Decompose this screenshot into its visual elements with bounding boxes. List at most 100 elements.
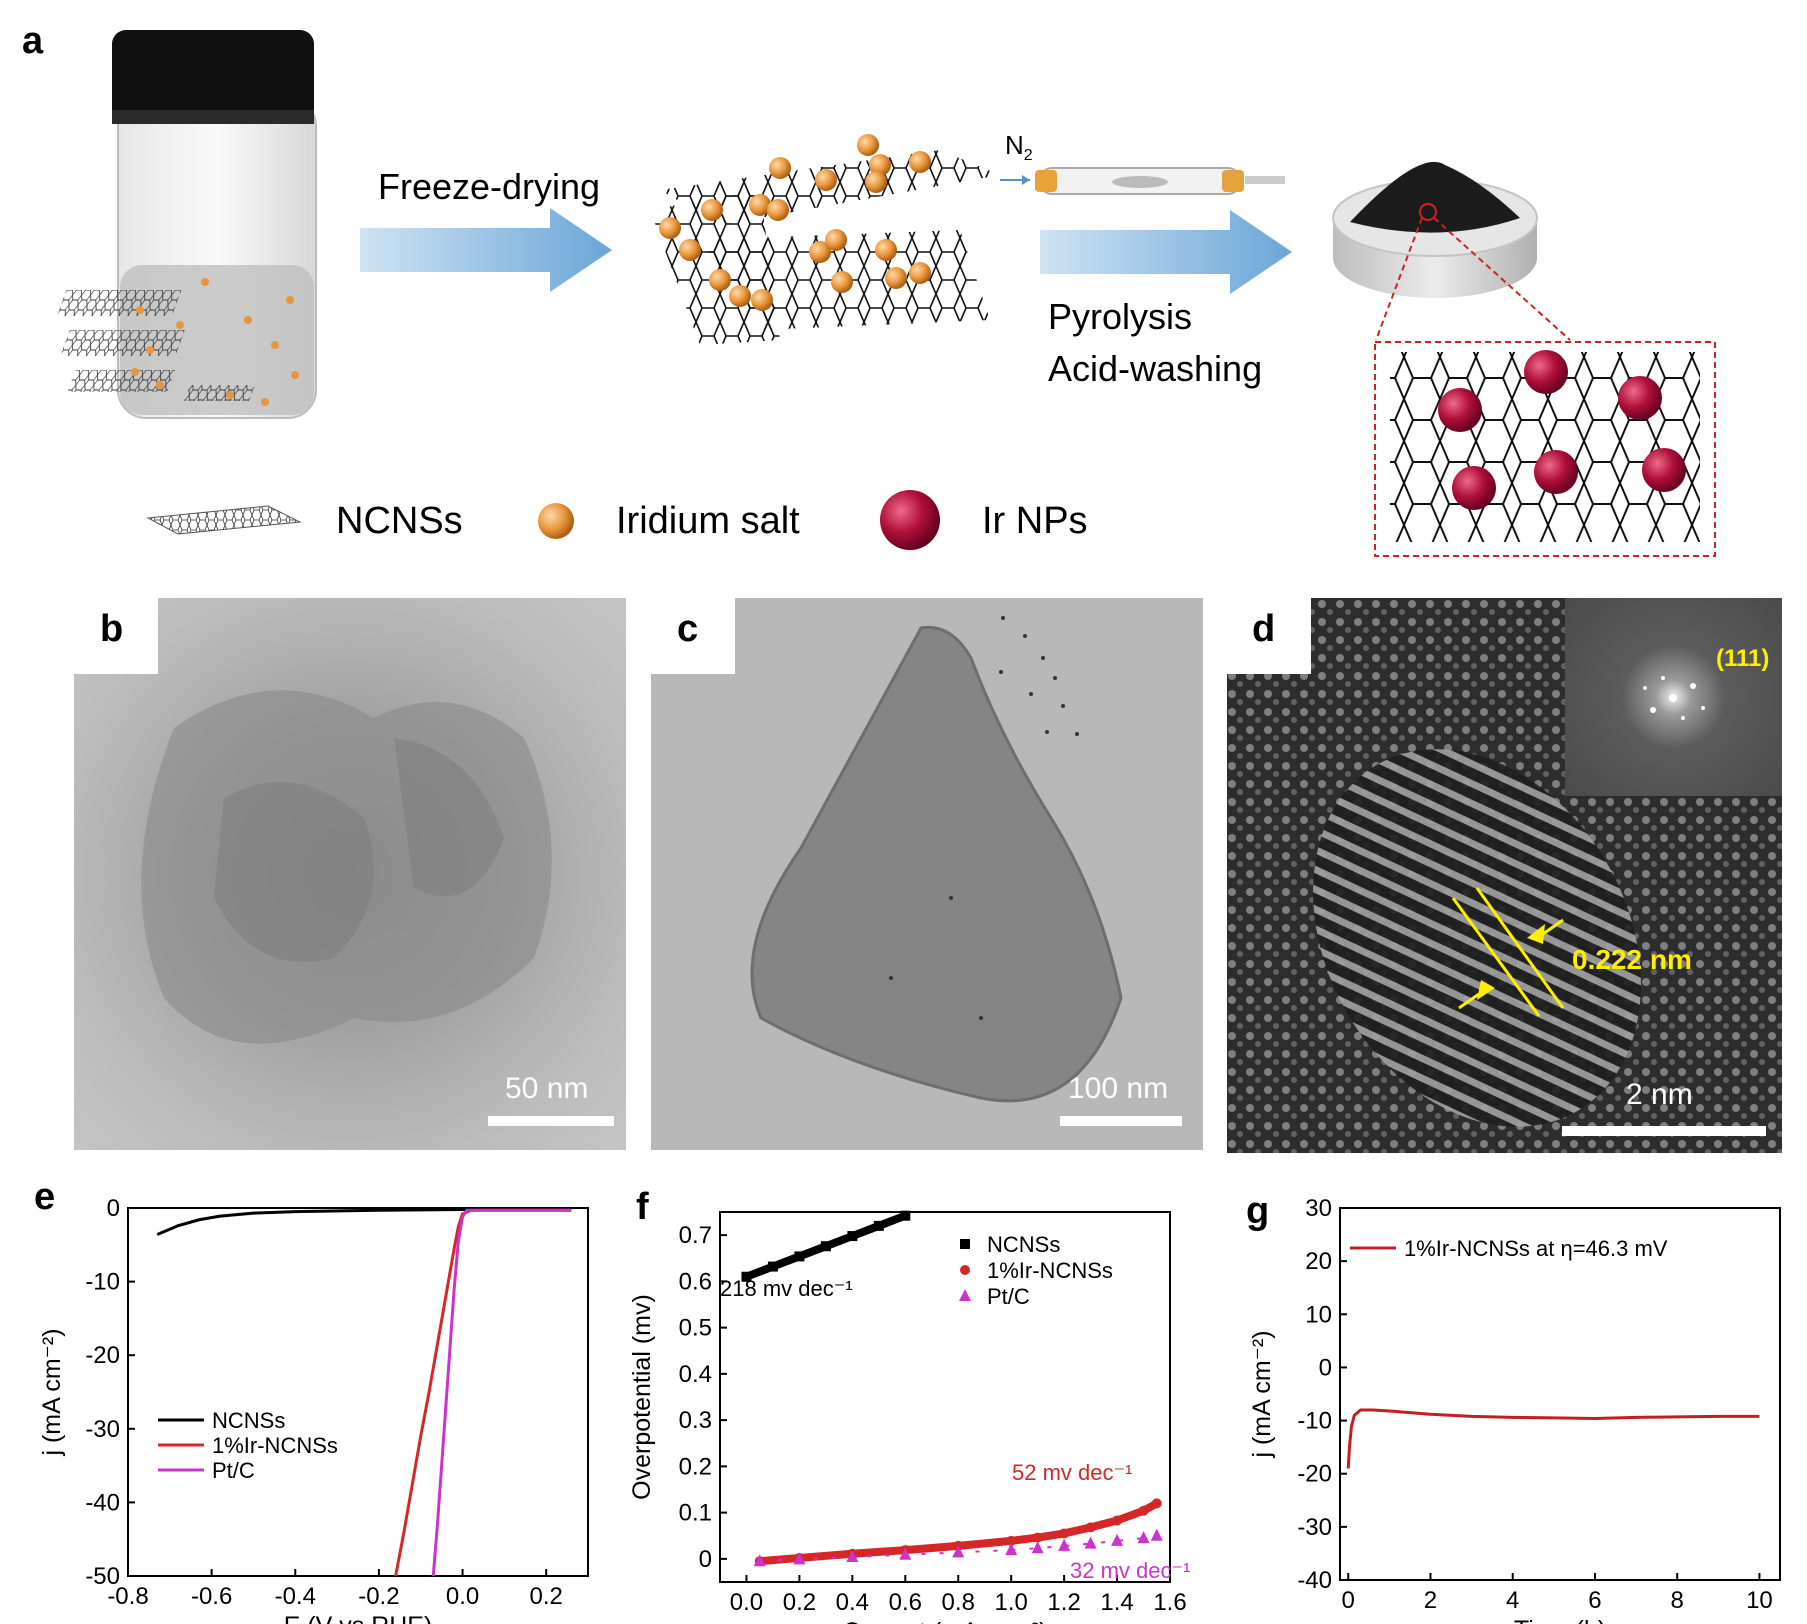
y-axis-label: Overpotential (mv) [628,1294,656,1500]
series-trace [759,1499,1159,1566]
data-point [1084,1536,1097,1549]
gas-symbol: N [1005,130,1024,160]
x-tick-label: 0.8 [942,1589,975,1616]
panel-label-box-d [1227,598,1311,674]
x-tick-label: -0.6 [191,1583,232,1610]
x-tick-label: 0.2 [783,1589,816,1616]
zoom-inset [1374,217,1716,557]
y-tick-label: 0.7 [679,1222,712,1249]
y-axis-label: j (mA cm⁻²) [1248,1330,1276,1458]
tem-image-b [74,598,626,1150]
panel-label-f: f [636,1186,649,1228]
y-tick-label: -10 [85,1269,120,1296]
series-line [394,1208,572,1577]
x-tick-label: 6 [1588,1587,1601,1614]
x-tick-label: 0.0 [730,1589,763,1616]
scale-label-d: 2 nm [1626,1078,1693,1111]
slope-annotation: 32 mv dec⁻¹ [1070,1558,1190,1583]
x-tick-label: 8 [1671,1587,1684,1614]
legend-label: Pt/C [212,1458,255,1483]
x-axis-label: Current (mA cm⁻²) [843,1618,1048,1624]
y-tick-label: 10 [1305,1301,1332,1328]
series-trace [759,1534,1157,1563]
y-tick-label: -30 [1297,1514,1332,1541]
legend-label: 1%Ir-NCNSs [987,1258,1113,1283]
y-tick-label: 20 [1305,1248,1332,1275]
x-tick-label: -0.4 [275,1583,316,1610]
chart-e: -0.8 -0.6 -0.4 -0.2 0.0 0.2 0 -10 -20 -30 -40 -50 E … [38,1195,589,1624]
graphene-with-salt [650,134,1000,345]
gas-label: N2 [1005,130,1033,165]
legend-marker [960,1265,970,1275]
panel-label-b: b [100,608,124,650]
x-tick-label: 10 [1746,1587,1773,1614]
y-tick-label: 30 [1305,1195,1332,1222]
plot-frame [1339,1207,1781,1581]
y-tick-label: 0.3 [679,1407,712,1434]
y-tick-label: -40 [1297,1567,1332,1594]
series-trace [745,1211,907,1281]
y-tick-label: -20 [1297,1461,1332,1488]
x-axis-label: E (V vs.RHE) [284,1612,433,1624]
plot-frame [719,1211,1171,1583]
y-tick-label: -40 [85,1489,120,1516]
x-tick-label: 0.0 [446,1583,479,1610]
vial-illustration [56,30,317,419]
x-tick-label: 1.2 [1047,1589,1080,1616]
panel-label-box-c [651,598,735,674]
x-tick-label: -0.8 [107,1583,148,1610]
y-tick-label: 0 [107,1195,120,1222]
y-tick-label: -50 [85,1563,120,1590]
x-tick-label: 1.6 [1153,1589,1186,1616]
scale-bar-c [1060,1116,1182,1126]
fft-inset-d [1565,598,1782,796]
x-tick-label: -0.2 [358,1583,399,1610]
x-tick-label: 2 [1424,1587,1437,1614]
legend-label: NCNSs [987,1232,1060,1257]
scale-bar-b [488,1116,614,1126]
y-tick-label: 0.2 [679,1453,712,1480]
y-tick-label: 0.1 [679,1500,712,1527]
series-line [1346,1408,1760,1469]
step1-label: Freeze-drying [378,166,601,207]
y-tick-label: -10 [1297,1408,1332,1435]
x-tick-label: 1.0 [994,1589,1027,1616]
y-tick-label: 0.4 [679,1361,712,1388]
x-tick-label: 0.6 [889,1589,922,1616]
slope-annotation: 218 mv dec⁻¹ [720,1276,853,1301]
dish-with-powder [1332,161,1538,298]
legend-nps-label: Ir NPs [982,500,1088,542]
legend-label: 1%Ir-NCNSs at η=46.3 mV [1404,1236,1668,1261]
panel-label-a: a [22,20,44,62]
scale-bar-d [1562,1126,1766,1136]
legend-marker [960,1239,970,1249]
panel-label-g: g [1246,1190,1270,1232]
gas-subscript: 2 [1023,147,1033,165]
fft-label: (111) [1716,645,1770,672]
furnace-tube-illustration [1000,167,1285,195]
slope-annotation: 52 mv dec⁻¹ [1012,1460,1132,1485]
y-tick-label: 0 [1319,1354,1332,1381]
data-point [1031,1541,1044,1554]
x-tick-label: 4 [1506,1587,1519,1614]
process-arrow-1 [360,208,612,292]
scale-label-c: 100 nm [1068,1072,1169,1105]
data-point [1111,1533,1124,1546]
y-tick-label: 0 [699,1546,712,1573]
data-point [900,1210,911,1221]
step2-line1: Pyrolysis [1048,296,1193,337]
x-tick-label: 0 [1342,1587,1355,1614]
series-line [156,1207,572,1236]
panel-label-d: d [1252,608,1276,650]
y-tick-label: 0.6 [679,1268,712,1295]
data-point [1137,1531,1150,1544]
legend-label: 1%Ir-NCNSs [212,1433,338,1458]
x-tick-label: 0.2 [529,1583,562,1610]
legend-marker [959,1289,971,1301]
x-tick-label: 1.4 [1100,1589,1133,1616]
y-tick-label: -20 [85,1342,120,1369]
schematic-graphics [56,30,1716,557]
legend-graphics [146,490,940,550]
panel-label-e: e [34,1176,56,1218]
x-tick-label: 0.4 [836,1589,869,1616]
